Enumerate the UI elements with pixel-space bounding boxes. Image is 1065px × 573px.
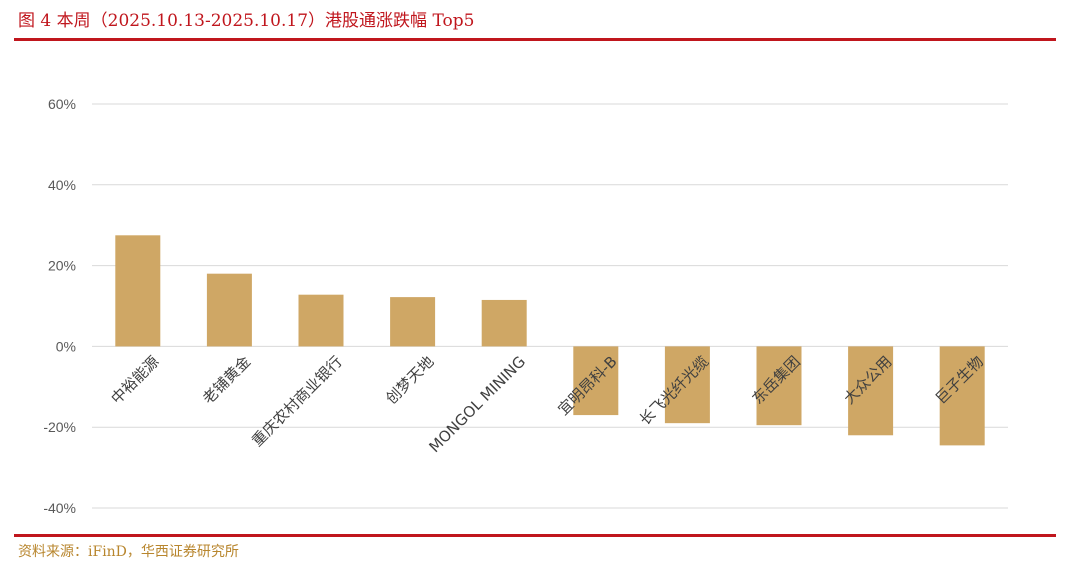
bar: [115, 235, 161, 347]
source-note: 资料来源：iFinD，华西证券研究所: [18, 544, 239, 560]
bar: [573, 346, 619, 416]
bar: [664, 346, 710, 424]
category-label: 中裕能源: [107, 353, 162, 408]
y-tick-label: 0%: [56, 338, 76, 354]
y-tick-label: 40%: [48, 177, 76, 193]
bottom-divider: [14, 534, 1056, 537]
bar: [206, 273, 252, 347]
category-label: 重庆农村商业银行: [248, 353, 346, 451]
bar: [939, 346, 985, 446]
bars: [115, 235, 985, 446]
y-tick-label: -40%: [43, 500, 76, 516]
y-tick-label: 20%: [48, 258, 76, 274]
category-label: 创梦天地: [382, 353, 437, 408]
bar: [390, 297, 436, 347]
category-label: 老铺黄金: [199, 353, 254, 408]
category-label: MONGOL MINING: [426, 353, 530, 457]
top-divider: [14, 38, 1056, 41]
bar: [481, 299, 527, 347]
y-tick-label: -20%: [43, 419, 76, 435]
figure-title: 图 4 本周（2025.10.13-2025.10.17）港股通涨跌幅 Top5: [18, 11, 475, 31]
y-axis-tick-labels: -40% -20% 0% 20% 40% 60%: [43, 96, 76, 516]
y-tick-label: 60%: [48, 96, 76, 112]
bar: [298, 294, 344, 347]
bar: [756, 346, 802, 426]
bar: [848, 346, 894, 436]
